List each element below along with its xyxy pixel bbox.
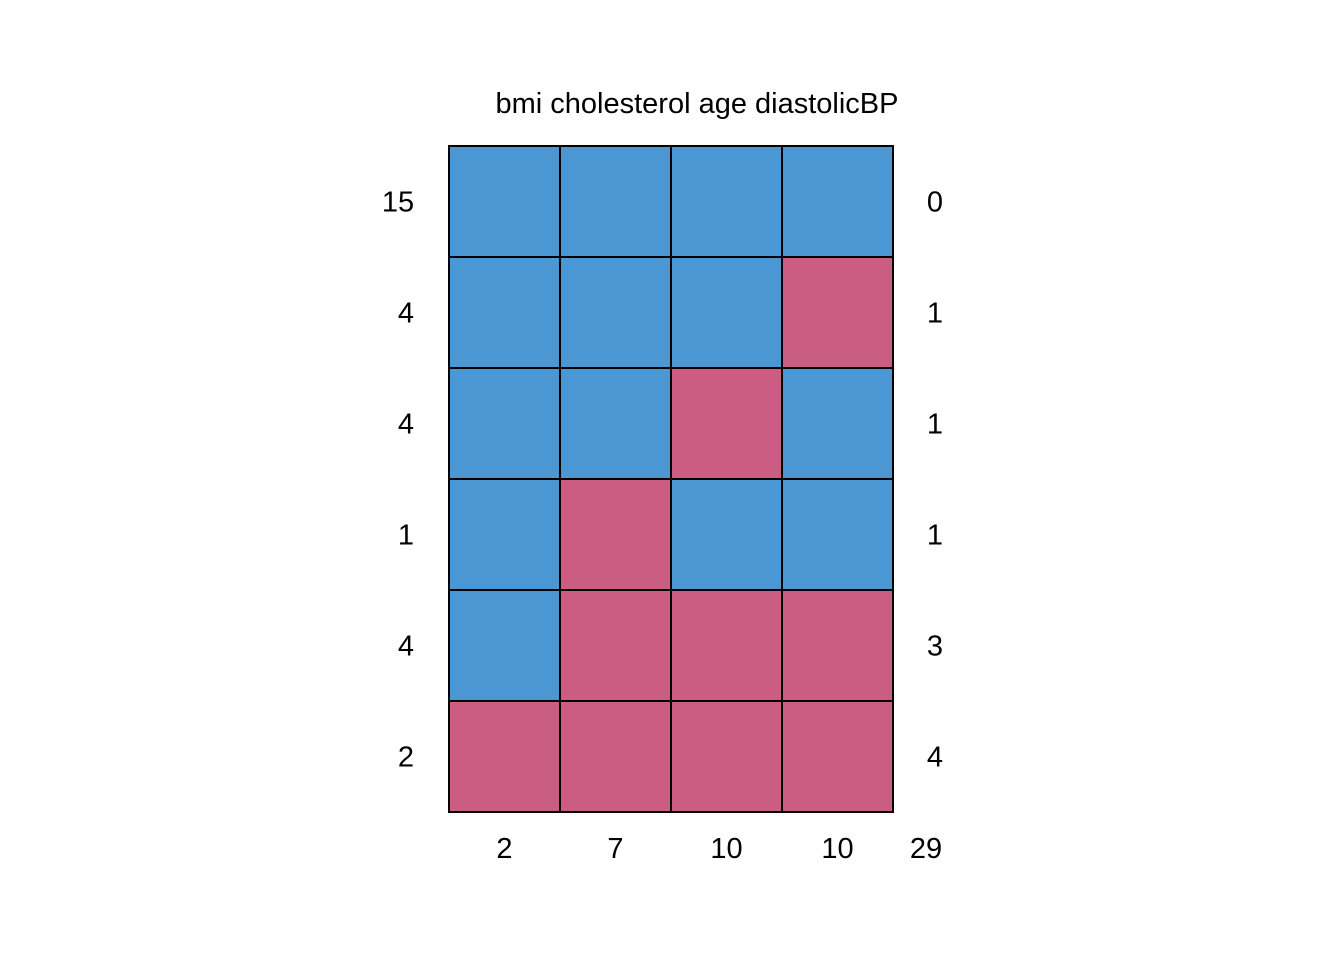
pattern-cell-r3-c1 — [559, 478, 672, 591]
pattern-cell-r0-c1 — [559, 145, 672, 258]
row-missing-1: 1 — [927, 298, 943, 330]
row-count-5: 2 — [398, 742, 414, 774]
column-missing-totals: 2 7 10 10 — [496, 833, 853, 865]
pattern-cell-r4-c1 — [559, 589, 672, 702]
pattern-cell-r2-c2 — [670, 367, 783, 480]
column-total-3: 10 — [821, 833, 853, 865]
row-count-4: 4 — [398, 631, 414, 663]
pattern-cell-r1-c2 — [670, 256, 783, 369]
column-total-2: 10 — [710, 833, 742, 865]
row-missing-2: 1 — [927, 409, 943, 441]
pattern-cell-r5-c1 — [559, 700, 672, 813]
row-missing-4: 3 — [927, 631, 943, 663]
pattern-cell-r1-c0 — [448, 256, 561, 369]
pattern-cell-r0-c3 — [781, 145, 894, 258]
row-missing-labels: 0 1 1 1 3 4 — [927, 187, 943, 774]
pattern-cell-r5-c3 — [781, 700, 894, 813]
row-missing-3: 1 — [927, 520, 943, 552]
pattern-cell-r2-c1 — [559, 367, 672, 480]
pattern-cell-r3-c3 — [781, 478, 894, 591]
pattern-cell-r1-c1 — [559, 256, 672, 369]
pattern-cell-r1-c3 — [781, 256, 894, 369]
row-count-labels: 15 4 4 1 4 2 — [382, 187, 414, 774]
row-missing-0: 0 — [927, 187, 943, 219]
pattern-cell-r5-c0 — [448, 700, 561, 813]
row-missing-5: 4 — [927, 742, 943, 774]
row-count-1: 4 — [398, 298, 414, 330]
pattern-cell-r4-c3 — [781, 589, 894, 702]
pattern-cell-r3-c2 — [670, 478, 783, 591]
total-missing-label: 29 — [910, 833, 942, 865]
pattern-grid — [448, 145, 894, 813]
pattern-cell-r0-c2 — [670, 145, 783, 258]
pattern-cell-r2-c3 — [781, 367, 894, 480]
row-count-0: 15 — [382, 187, 414, 219]
row-count-2: 4 — [398, 409, 414, 441]
pattern-cell-r4-c2 — [670, 589, 783, 702]
pattern-cell-r5-c2 — [670, 700, 783, 813]
column-total-0: 2 — [496, 833, 512, 865]
row-count-3: 1 — [398, 520, 414, 552]
pattern-cell-r0-c0 — [448, 145, 561, 258]
column-total-1: 7 — [607, 833, 623, 865]
pattern-cell-r2-c0 — [448, 367, 561, 480]
column-header-labels: bmi cholesterol age diastolicBP — [496, 88, 899, 120]
pattern-cell-r4-c0 — [448, 589, 561, 702]
pattern-cell-r3-c0 — [448, 478, 561, 591]
